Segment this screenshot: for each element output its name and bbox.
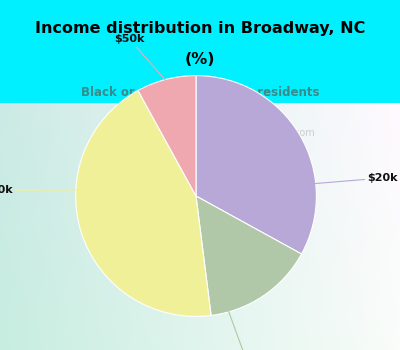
Text: Income distribution in Broadway, NC: Income distribution in Broadway, NC xyxy=(35,21,365,36)
Text: $40k: $40k xyxy=(0,185,82,195)
Wedge shape xyxy=(76,91,211,316)
Text: City-Data.com: City-Data.com xyxy=(245,128,315,138)
Text: Black or African American residents: Black or African American residents xyxy=(81,86,319,99)
Wedge shape xyxy=(138,76,196,196)
Text: $20k: $20k xyxy=(310,173,398,184)
Wedge shape xyxy=(196,196,302,315)
Text: $150k: $150k xyxy=(226,304,269,350)
Wedge shape xyxy=(196,76,316,254)
Text: (%): (%) xyxy=(185,52,215,68)
Text: $50k: $50k xyxy=(114,35,172,88)
